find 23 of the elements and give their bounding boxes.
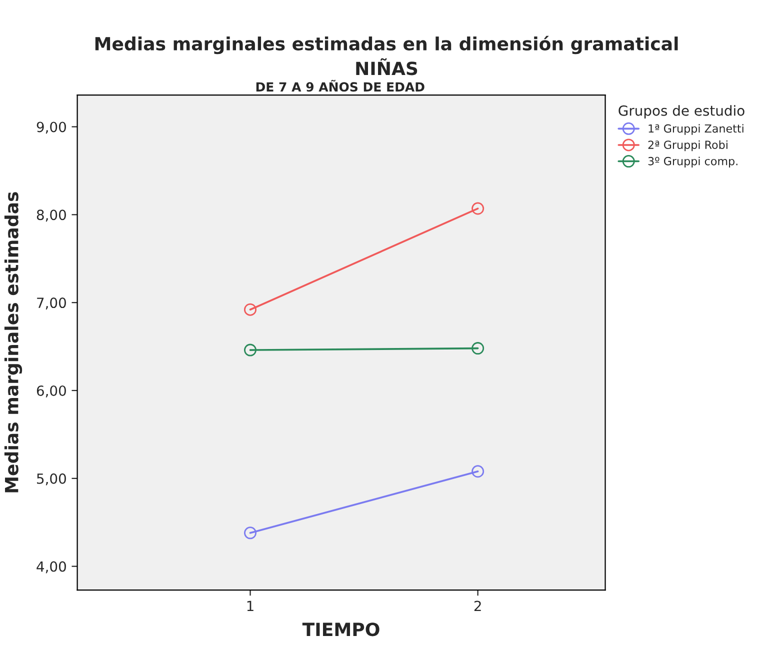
legend-label: 2ª Gruppi Robi <box>648 140 728 152</box>
x-tick-label: 1 <box>247 600 254 612</box>
y-tick-label: 5,00 <box>37 473 66 486</box>
y-tick-label: 8,00 <box>36 210 66 222</box>
y-tick-label: 9,00 <box>36 122 66 134</box>
x-axis-title: TIEMPO <box>302 622 380 636</box>
point <box>472 342 484 355</box>
x-tick-label: 2 <box>474 600 481 612</box>
point <box>244 303 257 316</box>
y-axis-title: Medias marginales estimadas <box>4 192 22 492</box>
point <box>244 344 257 356</box>
point <box>472 202 484 215</box>
point <box>472 465 484 478</box>
y-tick-label: 7,00 <box>37 298 66 310</box>
chart-subtitle: NIÑAS <box>356 58 418 76</box>
y-tick-label: 4,00 <box>36 561 66 574</box>
legend-label: 1ª Gruppi Zanetti <box>648 124 744 135</box>
text: DE 7 A 9 AÑOS DE EDAD <box>256 80 424 92</box>
legend-label: 3º Gruppi comp. <box>648 156 738 168</box>
point <box>244 526 257 540</box>
y-tick-label: 6,00 <box>36 385 66 398</box>
legend-title: Grupos de estudio <box>618 105 744 119</box>
chart-title: Medias marginales estimadas en la dimensión gramatical <box>95 36 678 54</box>
